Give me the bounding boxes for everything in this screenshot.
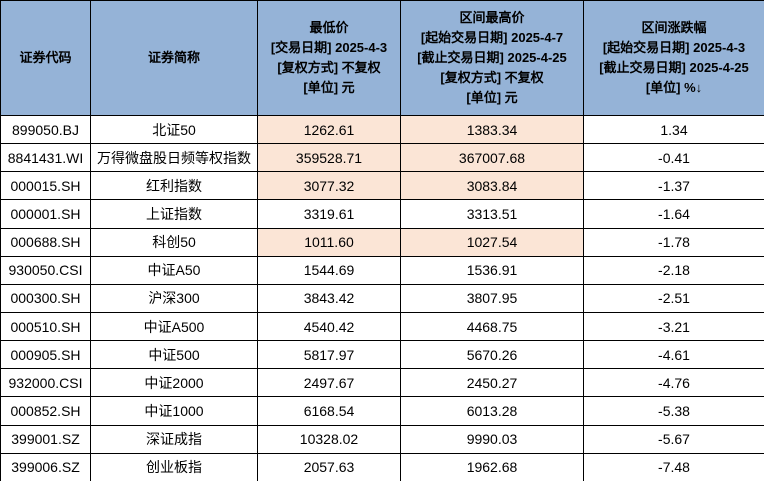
table-row: 000905.SH 中证500 5817.97 5670.26 -4.61 bbox=[0, 340, 764, 370]
column-header-security-name[interactable]: 证券简称 bbox=[90, 0, 258, 116]
cell-range-highest-price: 3313.51 bbox=[400, 199, 584, 229]
table-row: 899050.BJ 北证50 1262.61 1383.34 1.34 bbox=[0, 114, 764, 145]
column-header-security-code[interactable]: 证券代码 bbox=[0, 0, 91, 116]
cell-security-code: 000001.SH bbox=[0, 199, 91, 229]
cell-security-name: 中证2000 bbox=[90, 368, 258, 398]
cell-range-change-pct: -2.51 bbox=[583, 283, 764, 313]
cell-range-highest-price: 3807.95 bbox=[400, 283, 584, 313]
table-row: 000510.SH 中证A500 4540.42 4468.75 -3.21 bbox=[0, 311, 764, 342]
cell-range-change-pct: -1.64 bbox=[583, 199, 764, 229]
cell-lowest-price: 1544.69 bbox=[257, 255, 401, 285]
cell-range-highest-price: 9990.03 bbox=[400, 424, 584, 454]
header-row: 证券代码 证券简称 最低价 [交易日期] 2025-4-3 [复权方式] 不复权… bbox=[0, 0, 764, 116]
table-body: 899050.BJ 北证50 1262.61 1383.34 1.34 8841431.W… bbox=[0, 114, 764, 481]
cell-security-name: 北证50 bbox=[90, 114, 258, 145]
table-row: 930050.CSI 中证A50 1544.69 1536.91 -2.18 bbox=[0, 255, 764, 285]
cell-security-name: 上证指数 bbox=[90, 199, 258, 229]
cell-range-change-pct: -4.76 bbox=[583, 368, 764, 398]
cell-security-code: 932000.CSI bbox=[0, 368, 91, 398]
cell-security-code: 930050.CSI bbox=[0, 255, 91, 285]
cell-security-code: 899050.BJ bbox=[0, 114, 91, 145]
cell-lowest-price: 1011.60 bbox=[257, 227, 401, 257]
table-row: 399006.SZ 创业板指 2057.63 1962.68 -7.48 bbox=[0, 452, 764, 481]
cell-lowest-price: 1262.61 bbox=[257, 114, 401, 145]
cell-range-change-pct: -5.67 bbox=[583, 424, 764, 454]
cell-security-name: 创业板指 bbox=[90, 452, 258, 481]
column-header-range-highest-price[interactable]: 区间最高价 [起始交易日期] 2025-4-7 [截止交易日期] 2025-4-… bbox=[400, 0, 584, 116]
cell-security-code: 399006.SZ bbox=[0, 452, 91, 481]
cell-range-change-pct: -3.21 bbox=[583, 311, 764, 342]
cell-security-code: 000510.SH bbox=[0, 311, 91, 342]
column-header-range-change-pct[interactable]: 区间涨跌幅 [起始交易日期] 2025-4-3 [截止交易日期] 2025-4-… bbox=[583, 0, 764, 116]
cell-range-highest-price: 1536.91 bbox=[400, 255, 584, 285]
cell-range-highest-price: 1027.54 bbox=[400, 227, 584, 257]
cell-range-highest-price: 4468.75 bbox=[400, 311, 584, 342]
column-header-lowest-price[interactable]: 最低价 [交易日期] 2025-4-3 [复权方式] 不复权 [单位] 元 bbox=[257, 0, 401, 116]
table-row: 000852.SH 中证1000 6168.54 6013.28 -5.38 bbox=[0, 396, 764, 426]
cell-lowest-price: 3077.32 bbox=[257, 171, 401, 201]
cell-lowest-price: 2497.67 bbox=[257, 368, 401, 398]
cell-security-code: 8841431.WI bbox=[0, 143, 91, 173]
cell-range-highest-price: 367007.68 bbox=[400, 143, 584, 173]
cell-security-code: 000688.SH bbox=[0, 227, 91, 257]
cell-lowest-price: 3319.61 bbox=[257, 199, 401, 229]
cell-security-name: 深证成指 bbox=[90, 424, 258, 454]
cell-security-code: 000852.SH bbox=[0, 396, 91, 426]
table-row: 000015.SH 红利指数 3077.32 3083.84 -1.37 bbox=[0, 171, 764, 201]
cell-lowest-price: 10328.02 bbox=[257, 424, 401, 454]
table-row: 000001.SH 上证指数 3319.61 3313.51 -1.64 bbox=[0, 199, 764, 229]
cell-security-name: 中证A500 bbox=[90, 311, 258, 342]
cell-security-name: 科创50 bbox=[90, 227, 258, 257]
cell-lowest-price: 4540.42 bbox=[257, 311, 401, 342]
cell-lowest-price: 2057.63 bbox=[257, 452, 401, 481]
cell-security-name: 中证1000 bbox=[90, 396, 258, 426]
cell-security-name: 中证500 bbox=[90, 340, 258, 370]
table-row: 8841431.WI 万得微盘股日频等权指数 359528.71 367007.68-… bbox=[0, 143, 764, 173]
cell-range-highest-price: 1383.34 bbox=[400, 114, 584, 145]
cell-range-highest-price: 2450.27 bbox=[400, 368, 584, 398]
cell-range-change-pct: -1.37 bbox=[583, 171, 764, 201]
cell-range-change-pct: -2.18 bbox=[583, 255, 764, 285]
cell-range-highest-price: 1962.68 bbox=[400, 452, 584, 481]
cell-lowest-price: 359528.71 bbox=[257, 143, 401, 173]
cell-lowest-price: 6168.54 bbox=[257, 396, 401, 426]
table-row: 000688.SH 科创50 1011.60 1027.54 -1.78 bbox=[0, 227, 764, 257]
cell-security-code: 000905.SH bbox=[0, 340, 91, 370]
cell-security-code: 399001.SZ bbox=[0, 424, 91, 454]
cell-security-name: 中证A50 bbox=[90, 255, 258, 285]
cell-security-code: 000015.SH bbox=[0, 171, 91, 201]
cell-lowest-price: 5817.97 bbox=[257, 340, 401, 370]
cell-range-change-pct: 1.34 bbox=[583, 114, 764, 145]
cell-security-name: 沪深300 bbox=[90, 283, 258, 313]
cell-range-change-pct: -4.61 bbox=[583, 340, 764, 370]
cell-range-change-pct: -7.48 bbox=[583, 452, 764, 481]
cell-lowest-price: 3843.42 bbox=[257, 283, 401, 313]
cell-security-name: 红利指数 bbox=[90, 171, 258, 201]
cell-range-highest-price: 3083.84 bbox=[400, 171, 584, 201]
table-row: 399001.SZ 深证成指 10328.02 9990.03 -5.67 bbox=[0, 424, 764, 454]
cell-range-highest-price: 5670.26 bbox=[400, 340, 584, 370]
table-row: 000300.SH 沪深300 3843.42 3807.95 -2.51 bbox=[0, 283, 764, 313]
cell-security-code: 000300.SH bbox=[0, 283, 91, 313]
cell-range-highest-price: 6013.28 bbox=[400, 396, 584, 426]
cell-range-change-pct: -0.41 bbox=[583, 143, 764, 173]
cell-range-change-pct: -5.38 bbox=[583, 396, 764, 426]
cell-range-change-pct: -1.78 bbox=[583, 227, 764, 257]
table-row: 932000.CSI 中证2000 2497.67 2450.27 -4.76 bbox=[0, 368, 764, 398]
cell-security-name: 万得微盘股日频等权指数 bbox=[90, 143, 258, 173]
